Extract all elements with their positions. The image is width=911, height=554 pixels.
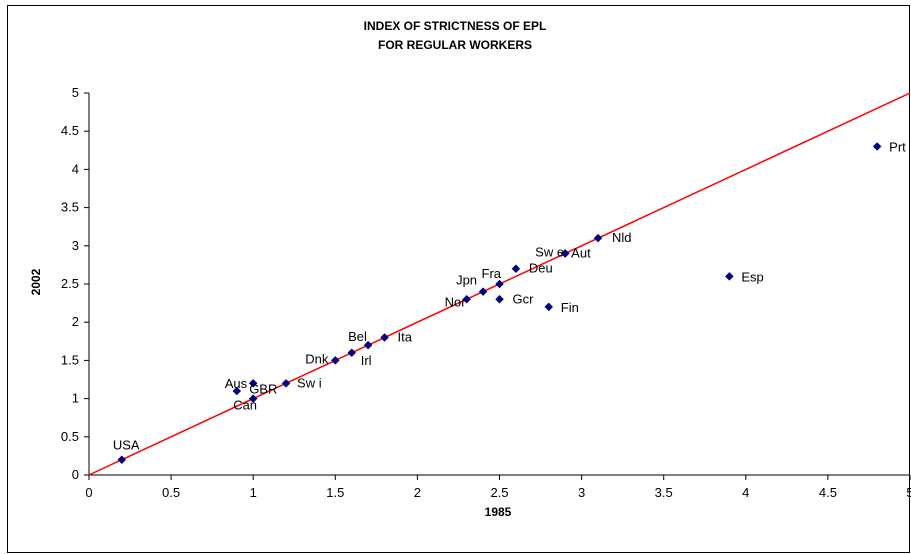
- data-point: [544, 302, 554, 312]
- point-label: Aus: [225, 376, 248, 391]
- x-tick-label: 4: [742, 485, 749, 500]
- y-tick-label: 4.5: [61, 123, 79, 138]
- point-label: Can: [233, 398, 257, 413]
- data-point: [478, 287, 488, 296]
- data-point: [495, 279, 504, 289]
- point-label: Gcr: [513, 291, 535, 306]
- point-label: Fin: [561, 300, 579, 315]
- point-label: Aut: [571, 245, 591, 260]
- data-point: [495, 294, 504, 304]
- y-tick-label: 2.5: [61, 276, 79, 291]
- point-label: Dnk: [305, 351, 329, 366]
- x-tick-label: 3: [578, 485, 585, 500]
- point-label: Esp: [741, 269, 763, 284]
- y-tick-label: 0: [72, 467, 79, 482]
- data-point: [725, 272, 734, 281]
- point-label: Ita: [398, 329, 413, 344]
- chart-frame: [7, 5, 910, 553]
- point-label: Jpn: [456, 273, 477, 288]
- point-label: Irl: [361, 353, 372, 368]
- y-tick-label: 5: [72, 85, 79, 100]
- y-tick-label: 2: [72, 314, 79, 329]
- x-tick-label: 0: [85, 485, 92, 500]
- y-tick-label: 0.5: [61, 429, 79, 444]
- x-tick-label: 2.5: [490, 485, 508, 500]
- point-label: USA: [113, 438, 140, 453]
- data-point: [117, 455, 127, 465]
- data-points: [117, 142, 882, 465]
- chart-title: INDEX OF STRICTNESS OF EPL: [364, 19, 547, 33]
- point-label: Sw e: [535, 244, 564, 259]
- x-tick-label: 1.5: [326, 485, 344, 500]
- y-tick-label: 3.5: [61, 200, 79, 215]
- x-tick-label: 4.5: [819, 485, 837, 500]
- x-tick-label: 2: [414, 485, 421, 500]
- y-tick-label: 4: [72, 161, 79, 176]
- axes: [84, 92, 911, 480]
- x-tick-label: 3.5: [655, 485, 673, 500]
- y-tick-label: 1.5: [61, 352, 79, 367]
- data-point: [363, 340, 373, 350]
- data-point: [248, 378, 258, 388]
- point-label: Prt: [889, 139, 906, 154]
- data-point: [232, 386, 242, 396]
- data-point: [462, 294, 472, 304]
- data-point: [872, 142, 882, 151]
- data-point: [248, 394, 258, 403]
- x-tick-label: 1: [250, 485, 257, 500]
- x-axis-label: 1985: [485, 505, 512, 519]
- chart-subtitle: FOR REGULAR WORKERS: [378, 38, 532, 52]
- point-label: Nld: [612, 230, 632, 245]
- point-label: Sw i: [297, 375, 322, 390]
- point-label: Nor: [445, 294, 467, 309]
- y-axis-label: 2002: [29, 268, 43, 295]
- data-point: [281, 378, 291, 388]
- y-tick-label: 3: [72, 238, 79, 253]
- data-point: [560, 249, 570, 258]
- tick-labels: 0 0.5 1 1.5 2 2.5 3 3.5 4 4.5 5 0 0.5 1 1.5 2 2.5 3 3.5 4 4.…: [61, 85, 911, 500]
- x-tick-label: 0.5: [162, 485, 180, 500]
- point-label: GBR: [249, 381, 277, 396]
- data-point: [593, 233, 603, 243]
- point-label: Fra: [482, 266, 502, 281]
- y-tick-label: 1: [72, 391, 79, 406]
- data-point: [330, 356, 340, 365]
- point-label: Deu: [529, 261, 553, 276]
- x-tick-label: 5: [906, 485, 911, 500]
- data-point: [380, 333, 389, 342]
- point-label: Bel: [348, 329, 367, 344]
- data-point: [347, 348, 357, 358]
- data-point: [511, 264, 521, 274]
- point-labels: USA Aus GBR Can Sw i Dnk Bel Irl Ita Nor Jpn Fra Gcr…: [113, 139, 906, 452]
